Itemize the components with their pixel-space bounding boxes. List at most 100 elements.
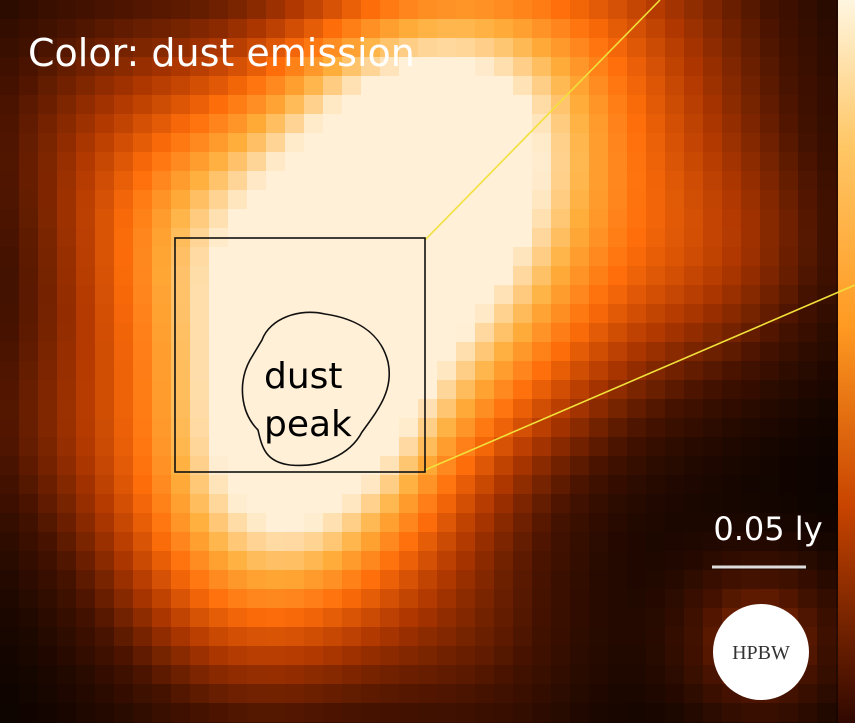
map-pixel xyxy=(627,513,647,533)
map-pixel xyxy=(133,627,153,647)
map-pixel xyxy=(475,0,495,20)
map-pixel xyxy=(779,399,799,419)
map-pixel xyxy=(456,228,476,248)
map-pixel xyxy=(608,399,628,419)
map-pixel xyxy=(19,171,39,191)
map-pixel xyxy=(665,209,685,229)
map-pixel xyxy=(475,608,495,628)
map-pixel xyxy=(266,190,286,210)
map-pixel xyxy=(475,361,495,381)
map-pixel xyxy=(475,228,495,248)
map-pixel xyxy=(475,57,495,77)
map-pixel xyxy=(551,665,571,685)
map-pixel xyxy=(304,152,324,172)
map-pixel xyxy=(760,171,780,191)
map-pixel xyxy=(551,380,571,400)
map-pixel xyxy=(456,0,476,20)
map-pixel xyxy=(361,133,381,153)
map-pixel xyxy=(760,456,780,476)
map-pixel xyxy=(627,342,647,362)
map-pixel xyxy=(152,0,172,20)
map-pixel xyxy=(190,152,210,172)
map-pixel xyxy=(722,323,742,343)
map-pixel xyxy=(228,342,248,362)
map-pixel xyxy=(228,247,248,267)
map-pixel xyxy=(456,494,476,514)
map-pixel xyxy=(798,361,818,381)
map-pixel xyxy=(475,171,495,191)
map-pixel xyxy=(418,19,438,39)
map-pixel xyxy=(532,551,552,571)
map-pixel xyxy=(190,513,210,533)
map-pixel xyxy=(551,171,571,191)
map-pixel xyxy=(437,684,457,704)
map-pixel xyxy=(513,285,533,305)
map-pixel xyxy=(38,95,58,115)
map-pixel xyxy=(399,551,419,571)
map-pixel xyxy=(57,76,77,96)
map-pixel xyxy=(798,19,818,39)
map-pixel xyxy=(228,494,248,514)
map-pixel xyxy=(532,228,552,248)
map-pixel xyxy=(684,247,704,267)
map-pixel xyxy=(570,114,590,134)
map-pixel xyxy=(570,684,590,704)
map-pixel xyxy=(209,418,229,438)
map-pixel xyxy=(722,95,742,115)
map-pixel xyxy=(570,456,590,476)
map-pixel xyxy=(418,570,438,590)
map-pixel xyxy=(304,266,324,286)
map-pixel xyxy=(0,247,20,267)
map-pixel xyxy=(494,152,514,172)
map-pixel xyxy=(494,380,514,400)
map-pixel xyxy=(722,304,742,324)
map-pixel xyxy=(627,589,647,609)
map-pixel xyxy=(76,190,96,210)
map-pixel xyxy=(209,494,229,514)
map-pixel xyxy=(228,513,248,533)
map-pixel xyxy=(684,570,704,590)
map-pixel xyxy=(532,114,552,134)
map-pixel xyxy=(57,532,77,552)
map-pixel xyxy=(57,285,77,305)
map-pixel xyxy=(741,380,761,400)
map-pixel xyxy=(76,228,96,248)
map-pixel xyxy=(418,399,438,419)
map-pixel xyxy=(684,133,704,153)
map-pixel xyxy=(722,399,742,419)
map-pixel xyxy=(551,57,571,77)
map-pixel xyxy=(608,589,628,609)
map-pixel xyxy=(646,551,666,571)
map-pixel xyxy=(95,570,115,590)
map-pixel xyxy=(646,133,666,153)
map-pixel xyxy=(741,399,761,419)
map-pixel xyxy=(380,304,400,324)
map-pixel xyxy=(570,0,590,20)
map-pixel xyxy=(247,323,267,343)
map-pixel xyxy=(589,684,609,704)
map-pixel xyxy=(95,209,115,229)
map-pixel xyxy=(38,228,58,248)
map-pixel xyxy=(551,437,571,457)
map-pixel xyxy=(779,456,799,476)
map-pixel xyxy=(247,285,267,305)
map-pixel xyxy=(57,399,77,419)
map-pixel xyxy=(513,342,533,362)
map-pixel xyxy=(399,266,419,286)
map-pixel xyxy=(589,703,609,723)
map-pixel xyxy=(570,38,590,58)
map-pixel xyxy=(532,323,552,343)
map-pixel xyxy=(646,190,666,210)
map-pixel xyxy=(152,627,172,647)
map-pixel xyxy=(57,228,77,248)
map-pixel xyxy=(532,171,552,191)
map-pixel xyxy=(817,342,837,362)
map-pixel xyxy=(570,19,590,39)
map-pixel xyxy=(266,551,286,571)
map-pixel xyxy=(114,76,134,96)
map-pixel xyxy=(133,323,153,343)
map-pixel xyxy=(722,266,742,286)
map-pixel xyxy=(19,285,39,305)
map-pixel xyxy=(209,608,229,628)
map-pixel xyxy=(19,361,39,381)
